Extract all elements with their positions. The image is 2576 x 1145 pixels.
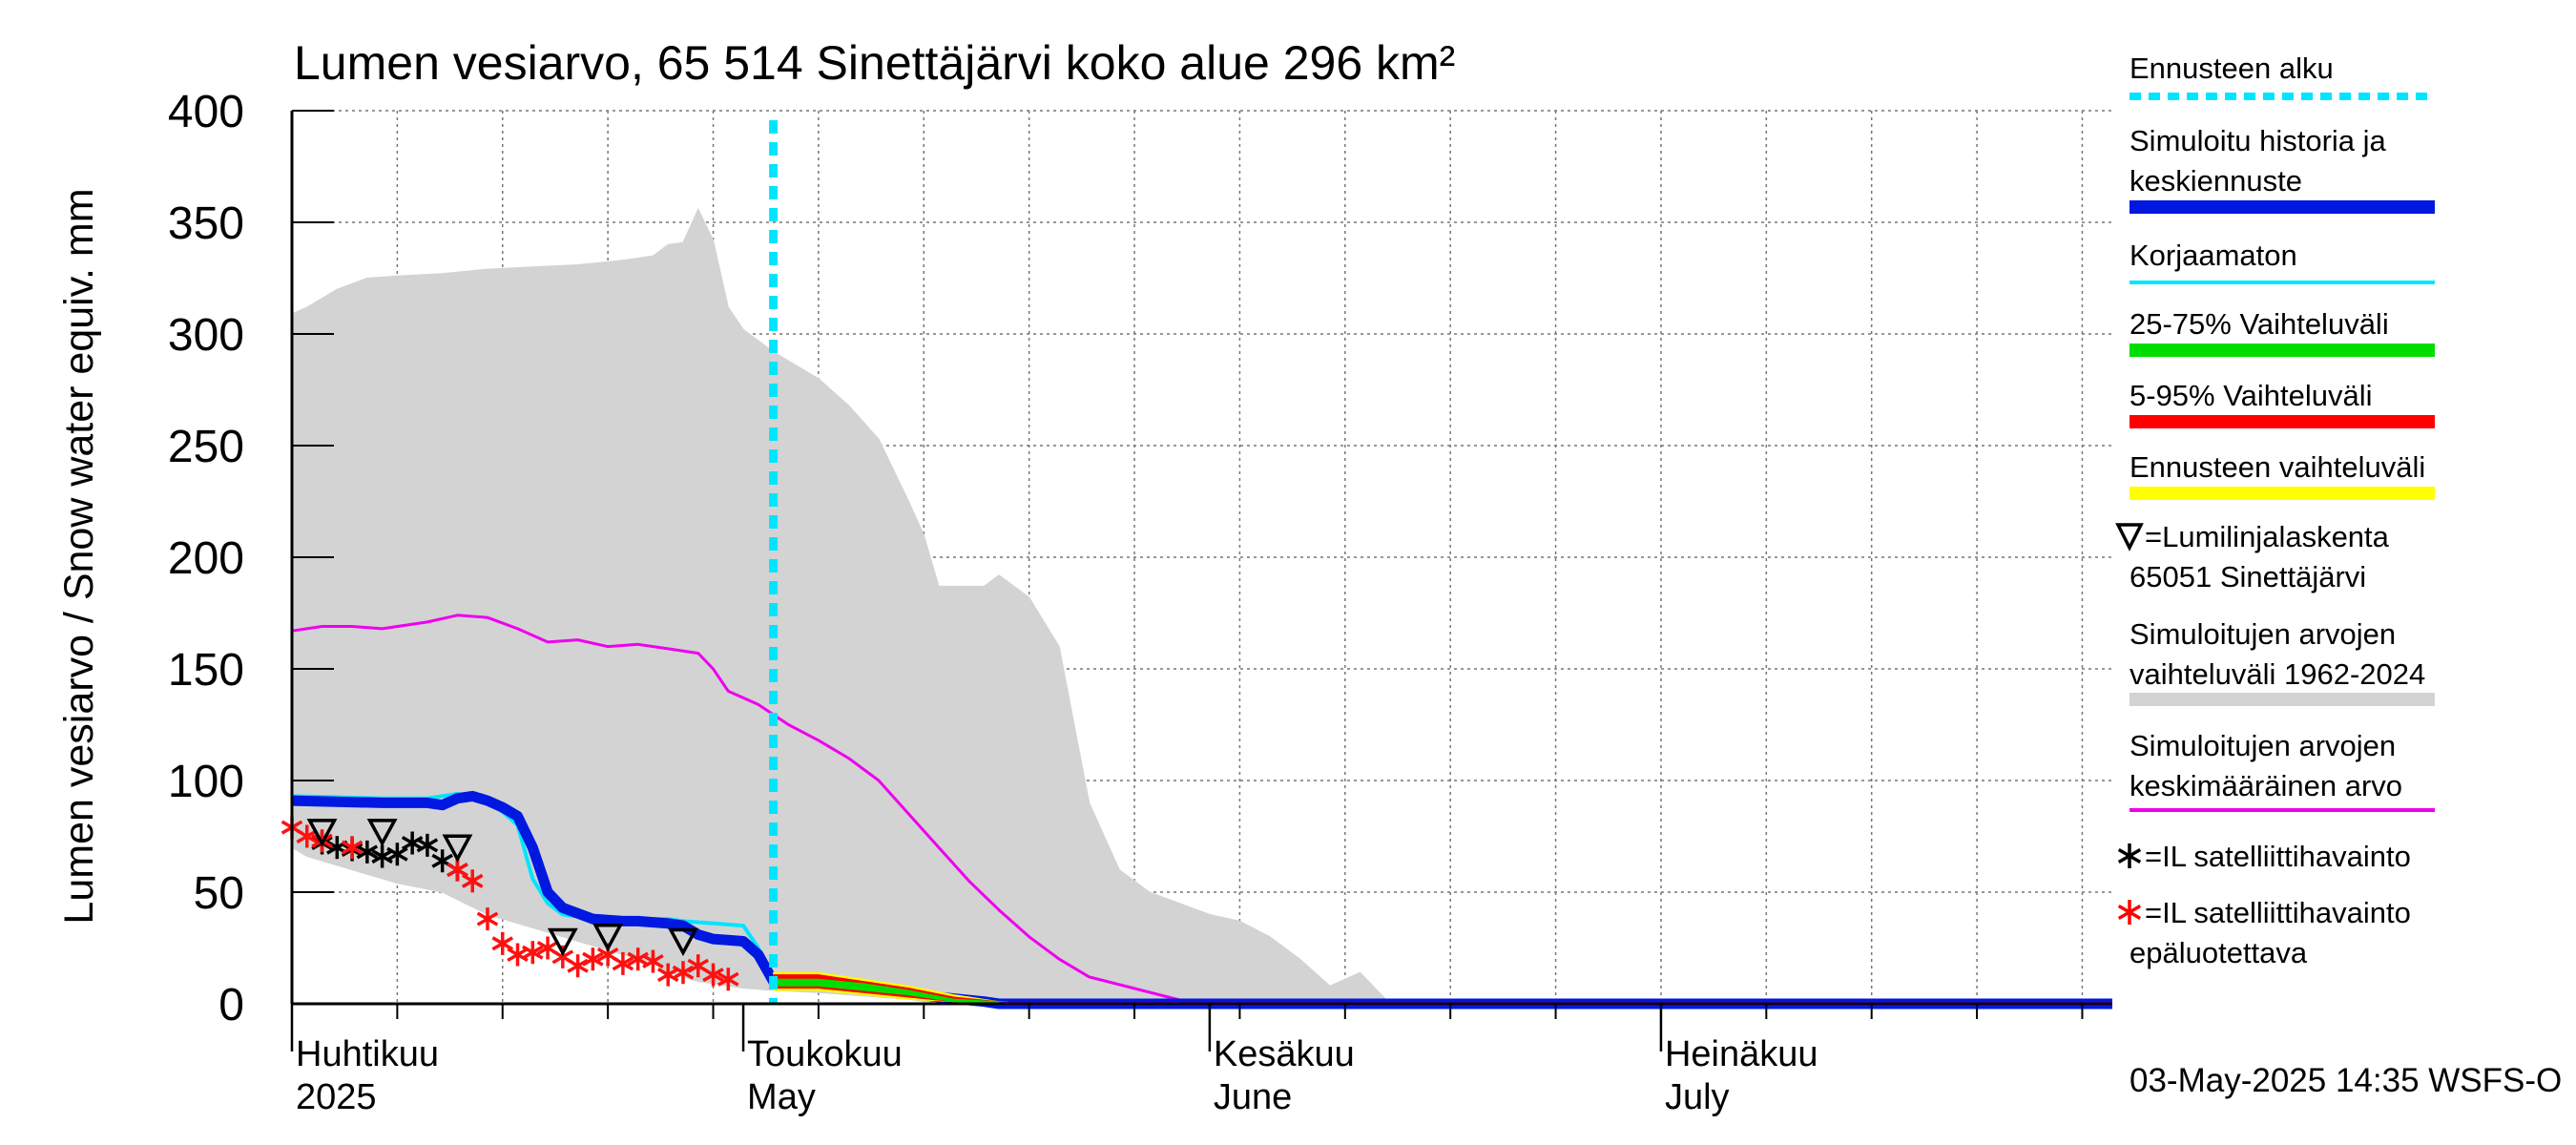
legend-star-icon xyxy=(2117,900,2142,925)
star-stroke xyxy=(296,828,319,844)
star-stroke xyxy=(582,951,604,967)
legend-label: Ennusteen vaihteluväli xyxy=(2129,450,2425,484)
x-month-label: Toukokuu xyxy=(747,1034,903,1074)
y-tick-label: 100 xyxy=(168,757,244,807)
star-stroke xyxy=(461,873,484,888)
legend-label: Simuloitujen arvojen xyxy=(2129,617,2396,651)
legend-triangle-icon xyxy=(2115,523,2144,552)
y-tick-label: 250 xyxy=(168,422,244,472)
legend-label: 65051 Sinettäjärvi xyxy=(2129,560,2366,593)
red-star-marker xyxy=(461,869,484,893)
black-star-marker xyxy=(386,843,408,866)
star-stroke xyxy=(627,951,649,967)
star-stroke xyxy=(717,971,739,987)
star-stroke xyxy=(401,836,424,851)
legend-label: =Lumilinjalaskenta xyxy=(2145,520,2390,553)
red-star-marker xyxy=(551,945,574,968)
red-star-marker xyxy=(296,824,319,848)
red-star-marker xyxy=(491,931,514,955)
triangle-marker xyxy=(547,927,578,957)
x-month-label: Huhtikuu xyxy=(296,1034,439,1074)
x-month-sublabel: 2025 xyxy=(296,1077,377,1117)
y-tick-label: 400 xyxy=(168,87,244,137)
y-tick-label: 200 xyxy=(168,533,244,584)
legend-label: Ennusteen alku xyxy=(2129,52,2334,85)
star-stroke xyxy=(642,954,664,969)
star-stroke xyxy=(476,911,499,926)
legend-label: keskimääräinen arvo xyxy=(2129,769,2402,802)
legend-label: 25-75% Vaihteluväli xyxy=(2129,307,2389,341)
star-stroke xyxy=(416,838,439,853)
star-stroke xyxy=(612,956,634,971)
red-star-marker xyxy=(612,951,634,975)
red-star-marker xyxy=(717,968,739,991)
legend-label: keskiennuste xyxy=(2129,164,2302,198)
red-star-marker xyxy=(476,907,499,931)
y-tick-label: 350 xyxy=(168,198,244,249)
series-line xyxy=(291,614,1195,1006)
star-stroke xyxy=(672,965,695,980)
legend-label: Korjaamaton xyxy=(2129,239,2297,272)
y-axis-label: Lumen vesiarvo / Snow water equiv. mm xyxy=(56,188,102,924)
star-stroke xyxy=(522,945,544,960)
star-stroke xyxy=(341,840,364,855)
red-star-marker xyxy=(567,954,589,978)
x-month-sublabel: July xyxy=(1665,1077,1730,1117)
legend-label: Simuloitujen arvojen xyxy=(2129,729,2396,762)
star-stroke xyxy=(2117,904,2142,921)
star-stroke xyxy=(702,968,724,983)
star-stroke xyxy=(491,936,514,951)
triangle-marker xyxy=(366,819,398,847)
star-stroke xyxy=(356,844,379,860)
triangle-marker xyxy=(668,927,698,957)
legend-label: 5-95% Vaihteluväli xyxy=(2129,379,2372,412)
legend-label: Simuloitu historia ja xyxy=(2129,124,2387,157)
star-stroke xyxy=(447,863,468,878)
y-tick-label: 150 xyxy=(168,645,244,696)
red-star-marker xyxy=(672,961,695,985)
x-month-label: Heinäkuu xyxy=(1665,1034,1818,1074)
red-star-marker xyxy=(522,941,544,965)
star-stroke xyxy=(2117,847,2142,864)
black-star-marker xyxy=(356,840,379,864)
y-tick-label: 0 xyxy=(218,980,244,1030)
observation-markers xyxy=(280,816,739,991)
red-star-marker xyxy=(642,949,664,973)
triangle-marker xyxy=(592,924,624,952)
legend-label: vaihteluväli 1962-2024 xyxy=(2129,657,2425,691)
red-star-marker xyxy=(582,947,604,971)
chart-title: Lumen vesiarvo, 65 514 Sinettäjärvi koko… xyxy=(294,36,1455,90)
y-tick-label: 300 xyxy=(168,310,244,361)
black-star-marker xyxy=(416,833,439,857)
legend-label: epäluotettava xyxy=(2129,936,2308,969)
x-month-sublabel: May xyxy=(747,1077,816,1117)
legend-star-icon xyxy=(2117,843,2142,868)
star-stroke xyxy=(567,958,589,973)
series-layer xyxy=(291,207,2112,1010)
series-band xyxy=(291,207,1647,1005)
x-month-label: Kesäkuu xyxy=(1214,1034,1355,1074)
legend: Ennusteen alku Simuloitu historia ja keski… xyxy=(2115,52,2435,969)
red-star-marker xyxy=(702,963,724,987)
x-month-sublabel: June xyxy=(1214,1077,1292,1117)
y-tick-label: 50 xyxy=(194,868,244,919)
red-star-marker xyxy=(341,836,364,860)
triangle-marker xyxy=(306,819,338,847)
footer-timestamp: 03-May-2025 14:35 WSFS-O xyxy=(2129,1062,2562,1099)
triangle-marker xyxy=(442,834,473,863)
star-stroke xyxy=(386,846,408,862)
legend-label: =IL satelliittihavainto xyxy=(2145,840,2411,873)
legend-label: =IL satelliittihavainto xyxy=(2145,896,2411,929)
